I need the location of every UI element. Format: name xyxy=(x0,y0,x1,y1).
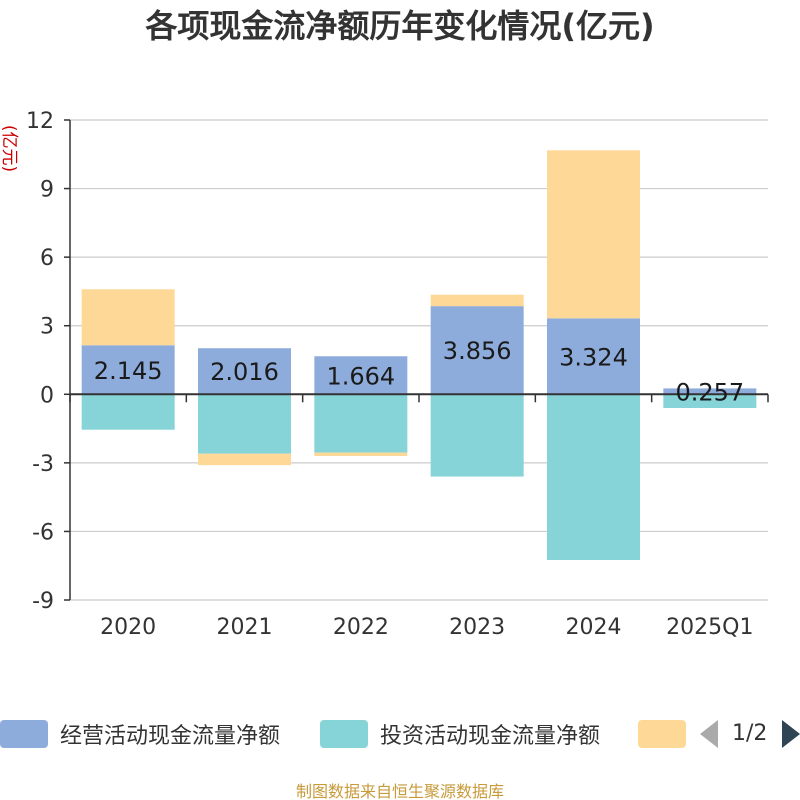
legend-swatch-financing xyxy=(638,720,686,748)
bar-2023-series-2 xyxy=(430,294,524,307)
bar-2025Q1-series-0 xyxy=(663,388,757,395)
y-tick-label: 6 xyxy=(40,246,54,271)
legend-item-investing[interactable]: 投资活动现金流量净额 xyxy=(320,714,600,754)
legend-label-investing: 投资活动现金流量净额 xyxy=(380,724,601,749)
bar-2024-series-0 xyxy=(547,318,640,395)
data-label-2025Q1: 0.257 xyxy=(675,378,744,406)
bar-2021-series-1 xyxy=(198,394,291,454)
data-source-note: 制图数据来自恒生聚源数据库 xyxy=(295,782,504,800)
x-tick-label-2024: 2024 xyxy=(566,615,622,640)
bar-2023-series-1 xyxy=(430,394,524,477)
y-tick-label: 0 xyxy=(40,383,54,408)
legend-item-financing[interactable] xyxy=(638,714,686,754)
bar-2024-series-1 xyxy=(547,394,640,560)
y-tick-label: -6 xyxy=(32,520,54,545)
bar-2023-series-0 xyxy=(430,306,524,395)
bar-2025Q1-series-1 xyxy=(663,394,757,408)
y-tick-label: -9 xyxy=(32,589,54,614)
x-tick-label-2022: 2022 xyxy=(333,615,389,640)
bar-2020-series-1 xyxy=(81,394,175,430)
y-tick-label: 9 xyxy=(40,178,54,203)
chart-plot-area: -9 -6 -3 0 3 6 9 12 2.145 2.016 1.664 3.856 3.324 0.2… xyxy=(26,109,769,640)
data-label-2024: 3.324 xyxy=(559,343,628,371)
legend: 经营活动现金流量净额 投资活动现金流量净额 1/2 xyxy=(0,714,800,754)
x-tick-label-2025Q1: 2025Q1 xyxy=(666,615,753,640)
legend-label-operating: 经营活动现金流量净额 xyxy=(60,724,281,749)
bar-2021-series-0 xyxy=(198,348,291,395)
legend-swatch-operating xyxy=(0,720,48,748)
triangle-right-icon[interactable] xyxy=(782,720,800,748)
legend-item-operating[interactable]: 经营活动现金流量净额 xyxy=(0,714,280,754)
y-tick-label: -3 xyxy=(32,452,54,477)
bar-2024-series-2 xyxy=(547,150,640,319)
y-tick-label: 3 xyxy=(40,315,54,340)
x-tick-label-2020: 2020 xyxy=(100,615,156,640)
data-label-2021: 2.016 xyxy=(210,358,279,386)
data-label-2022: 1.664 xyxy=(326,362,395,390)
bar-2022-series-0 xyxy=(314,356,408,395)
legend-swatch-investing xyxy=(320,720,368,748)
bar-2022-series-2 xyxy=(314,452,408,456)
bar-2020-series-0 xyxy=(81,345,175,395)
x-tick-label-2021: 2021 xyxy=(217,615,273,640)
legend-page-indicator: 1/2 xyxy=(732,721,768,746)
bar-2021-series-2 xyxy=(198,453,291,466)
data-label-2020: 2.145 xyxy=(94,357,163,385)
y-tick-label: 12 xyxy=(26,109,54,134)
bar-2022-series-1 xyxy=(314,394,408,453)
x-tick-label-2023: 2023 xyxy=(449,615,505,640)
chart-title: 各项现金流净额历年变化情况(亿元) xyxy=(145,7,655,45)
triangle-left-icon[interactable] xyxy=(700,720,718,748)
bar-2020-series-2 xyxy=(81,289,175,346)
data-label-2023: 3.856 xyxy=(443,337,512,365)
